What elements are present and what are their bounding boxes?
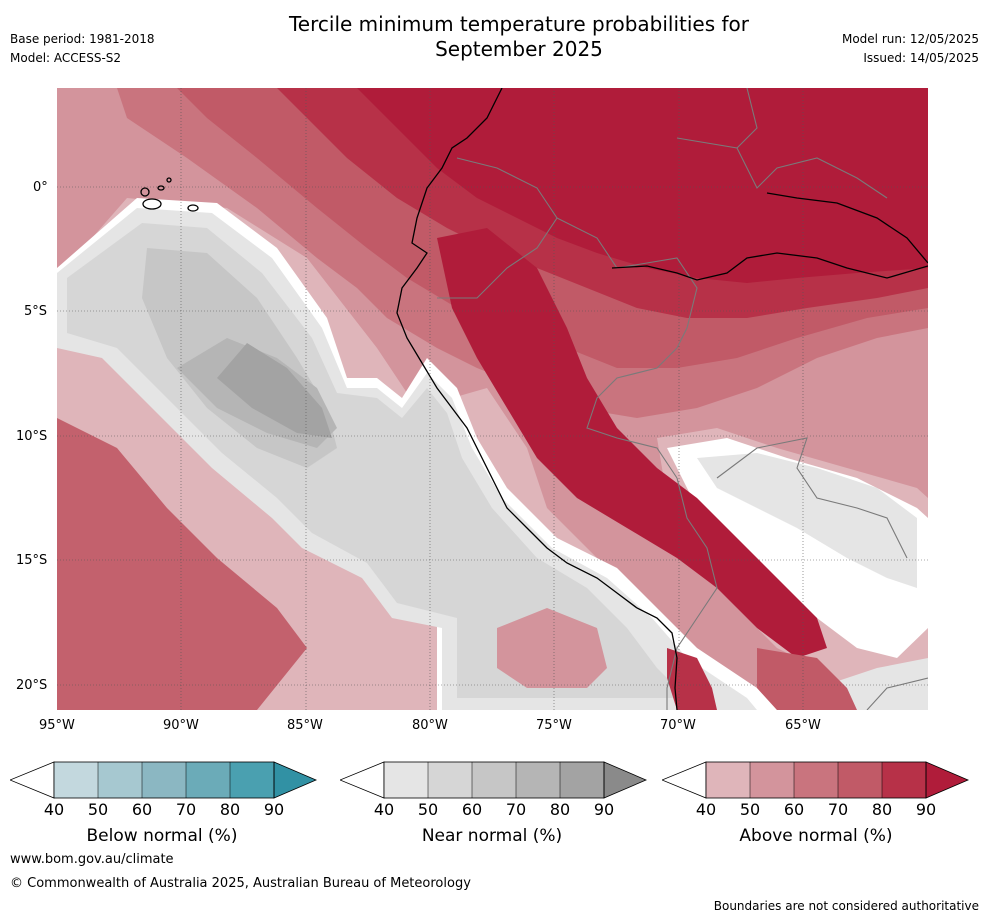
colorbar-near <box>340 761 648 799</box>
tick: 50 <box>417 800 439 819</box>
colorbar-above-label: Above normal (%) <box>739 826 893 846</box>
tick: 50 <box>87 800 109 819</box>
tick: 80 <box>871 800 893 819</box>
colorbar-near-label: Near normal (%) <box>421 826 563 846</box>
lat-label-20s: 20°S <box>16 678 48 693</box>
region-above-90-andes <box>437 228 827 658</box>
lon-label-85w: 85°W <box>287 718 323 733</box>
lon-label-75w: 75°W <box>536 718 572 733</box>
tick: 80 <box>219 800 241 819</box>
footer-disclaimer: Boundaries are not considered authoritat… <box>713 899 979 913</box>
tick: 40 <box>43 800 65 819</box>
lon-label-70w: 70°W <box>660 718 696 733</box>
colorbar-below-label: Below normal (%) <box>86 826 238 846</box>
base-period: Base period: 1981-2018 <box>10 32 155 46</box>
colorbar-below <box>10 761 318 799</box>
tick: 60 <box>783 800 805 819</box>
title-line-2: September 2025 <box>435 37 603 61</box>
region-above-60-south <box>497 608 607 688</box>
gridlines <box>57 88 928 710</box>
region-above-90-north <box>357 88 928 283</box>
footer-copyright: © Commonwealth of Australia 2025, Austra… <box>10 876 471 891</box>
tick: 60 <box>131 800 153 819</box>
footer-url: www.bom.gov.au/climate <box>10 852 174 867</box>
lon-label-90w: 90°W <box>163 718 199 733</box>
coastlines <box>140 88 928 710</box>
title-line-1: Tercile minimum temperature probabilitie… <box>288 12 750 36</box>
lat-label-0: 0° <box>33 180 48 195</box>
lat-label-10s: 10°S <box>16 429 48 444</box>
lon-label-95w: 95°W <box>39 718 75 733</box>
tick: 50 <box>739 800 761 819</box>
region-above-90-south <box>667 648 717 710</box>
lon-label-80w: 80°W <box>412 718 448 733</box>
region-near-80 <box>217 343 332 438</box>
tick: 40 <box>695 800 717 819</box>
tick: 70 <box>827 800 849 819</box>
issued-date: Issued: 14/05/2025 <box>863 51 979 65</box>
model-run: Model run: 12/05/2025 <box>841 32 979 46</box>
tick: 60 <box>461 800 483 819</box>
tick: 90 <box>263 800 285 819</box>
probability-map <box>57 88 928 710</box>
region-above-80-andes-fringe <box>757 648 857 710</box>
lon-label-65w: 65°W <box>785 718 821 733</box>
tick: 70 <box>175 800 197 819</box>
tick: 70 <box>505 800 527 819</box>
map-title: Tercile minimum temperature probabilitie… <box>200 12 838 62</box>
colorbar-above <box>662 761 970 799</box>
tick: 90 <box>915 800 937 819</box>
tick: 90 <box>593 800 615 819</box>
lat-label-15s: 15°S <box>16 553 48 568</box>
tick: 40 <box>373 800 395 819</box>
lat-label-5s: 5°S <box>24 304 48 319</box>
country-borders <box>437 88 928 710</box>
model-name: Model: ACCESS-S2 <box>10 51 122 65</box>
tick: 80 <box>549 800 571 819</box>
region-near-east-40 <box>697 453 917 588</box>
